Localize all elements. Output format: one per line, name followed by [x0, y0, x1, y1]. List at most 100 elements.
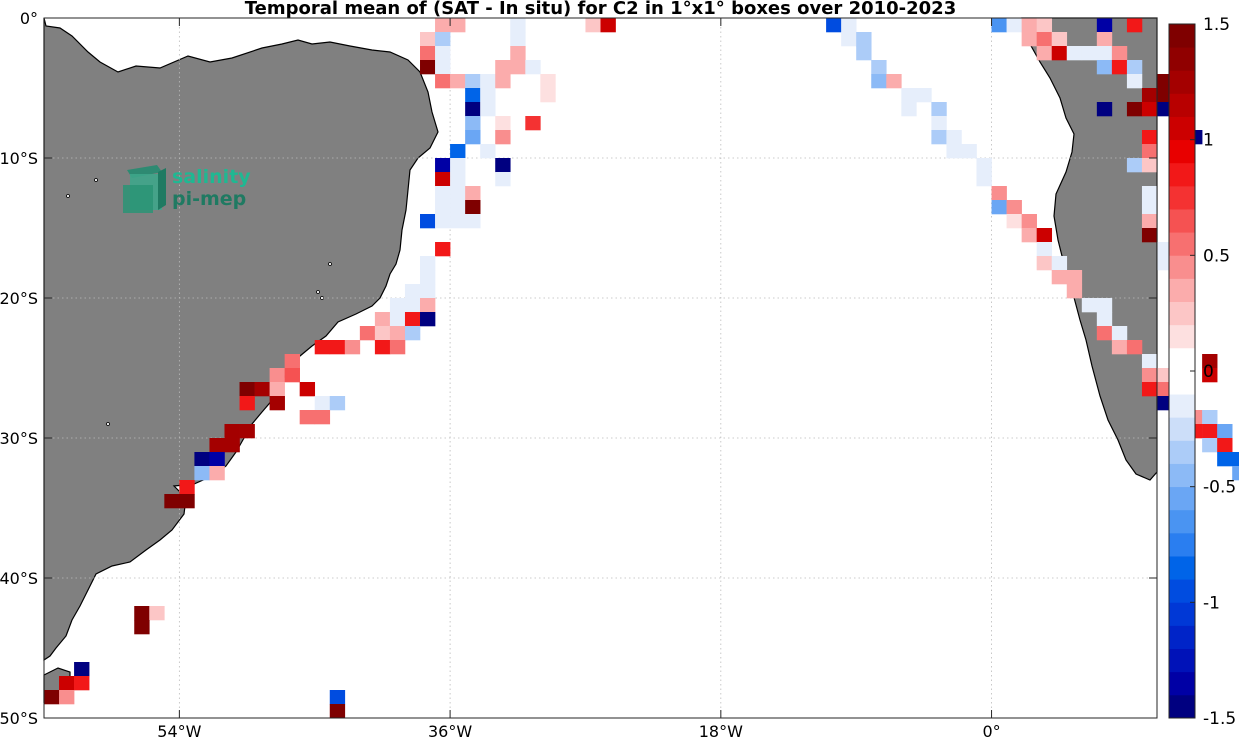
data-cell — [329, 396, 346, 411]
data-cell — [74, 676, 90, 691]
colorbar-segment — [1169, 324, 1195, 349]
data-cell — [1141, 88, 1158, 103]
data-cell — [1021, 214, 1037, 229]
y-tick-label: 40°S — [0, 569, 38, 588]
salinity-pi-mep-logo: salinity pi-mep — [123, 165, 251, 213]
data-cell — [841, 18, 857, 33]
data-cell — [465, 74, 481, 89]
data-cell — [420, 256, 436, 271]
data-cell — [1202, 438, 1218, 453]
data-cell — [1141, 158, 1158, 173]
data-cell — [1141, 186, 1158, 201]
data-cell — [194, 452, 210, 467]
data-cell — [976, 172, 992, 187]
data-cell — [1096, 60, 1113, 75]
data-cell — [991, 186, 1007, 201]
data-cell — [871, 60, 887, 75]
data-cell — [1096, 102, 1113, 117]
data-cell — [420, 298, 436, 313]
data-cell — [404, 284, 421, 299]
data-cell — [450, 158, 466, 173]
data-cell — [585, 18, 601, 33]
data-cell — [299, 410, 316, 425]
data-cell — [961, 144, 977, 159]
colorbar-segment — [1169, 463, 1195, 488]
logo-line2: pi-mep — [172, 188, 246, 210]
data-cell — [329, 340, 346, 355]
data-cell — [1021, 18, 1037, 33]
data-cell — [450, 172, 466, 187]
data-cell — [374, 326, 391, 341]
data-cell — [359, 326, 376, 341]
data-cell — [389, 298, 406, 313]
data-cell — [1036, 242, 1053, 257]
data-cell — [450, 144, 466, 159]
map-axes: 54°W36°W18°W0°18°E0°10°S20°S30°S40°S50°S — [0, 9, 1158, 740]
data-cell — [284, 368, 300, 383]
data-cell — [164, 494, 180, 509]
colorbar-segment — [1169, 139, 1195, 164]
data-cell — [1096, 326, 1113, 341]
data-cell — [480, 144, 496, 159]
y-tick-label: 30°S — [0, 429, 38, 448]
data-cell — [314, 410, 331, 425]
data-cell — [1006, 214, 1022, 229]
data-cell — [374, 340, 391, 355]
colorbar-segment — [1169, 347, 1195, 372]
x-tick-label: 36°W — [428, 722, 472, 740]
data-cell — [1126, 74, 1143, 89]
colorbar-segment — [1169, 625, 1195, 649]
data-cell — [74, 662, 90, 677]
lake-outline — [94, 178, 98, 182]
colorbar-segment — [1169, 532, 1195, 557]
colorbar-tick-label: 0 — [1203, 362, 1214, 382]
logo-mark-icon — [123, 165, 166, 213]
data-cell — [450, 74, 466, 89]
plot-frame — [43, 17, 1158, 719]
data-cell — [239, 396, 255, 411]
lake-outline — [328, 262, 332, 266]
data-cell — [1051, 270, 1068, 285]
data-cell — [269, 396, 285, 411]
data-cell — [224, 438, 240, 453]
data-cell — [525, 60, 541, 75]
data-cell — [1096, 18, 1113, 33]
data-cell — [465, 130, 481, 145]
data-cell — [1126, 60, 1143, 75]
data-cell — [450, 200, 466, 215]
colorbar-segment — [1169, 394, 1195, 418]
data-cell — [1006, 18, 1022, 33]
data-cell — [1232, 466, 1239, 481]
data-cell — [991, 200, 1007, 215]
data-cell — [269, 382, 285, 397]
data-cell — [299, 382, 316, 397]
colorbar-segment — [1169, 301, 1195, 326]
data-cell — [480, 74, 496, 89]
land-masses — [43, 17, 1158, 703]
data-cell — [1096, 298, 1113, 313]
data-cell — [1051, 46, 1068, 61]
colorbar-segment — [1169, 162, 1195, 187]
data-cell — [134, 606, 150, 621]
data-cell — [1141, 382, 1158, 397]
data-cell — [329, 704, 346, 719]
colorbar-segment — [1169, 371, 1195, 395]
data-cell — [435, 158, 451, 173]
data-cell — [389, 326, 406, 341]
data-cell — [134, 620, 150, 635]
data-cell — [510, 32, 526, 47]
data-cell — [1232, 452, 1239, 467]
colorbar-tick-label: 1 — [1203, 131, 1214, 151]
data-cell — [420, 214, 436, 229]
data-cell — [1141, 200, 1158, 215]
lake-outline — [106, 422, 110, 426]
colorbar-tick-label: 0.5 — [1203, 246, 1230, 266]
data-cell — [179, 494, 195, 509]
data-cell — [1066, 46, 1083, 61]
data-cell — [374, 312, 391, 327]
data-cell — [946, 144, 962, 159]
data-cell — [450, 18, 466, 33]
data-cell — [1111, 326, 1128, 341]
data-cell — [856, 32, 872, 47]
colorbar-segment — [1169, 24, 1195, 48]
